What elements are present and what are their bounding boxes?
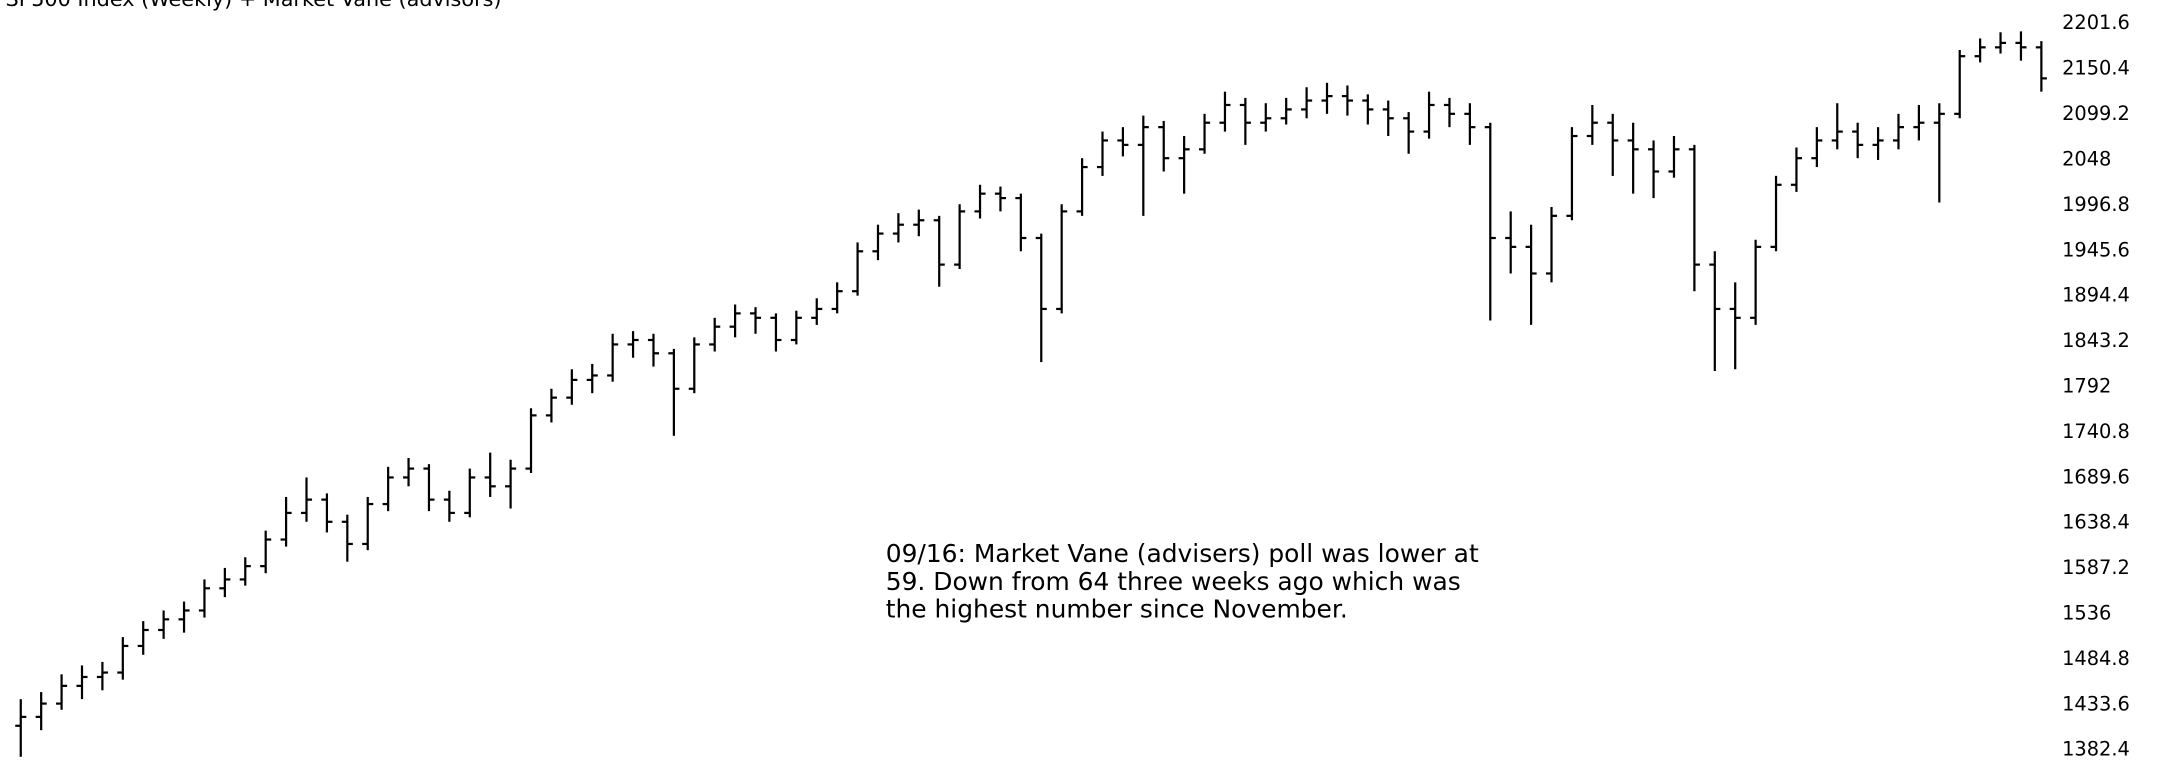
y-tick-label: 1587.2 — [2062, 556, 2130, 579]
y-tick-label: 1484.8 — [2062, 647, 2130, 670]
y-tick-label: 1894.4 — [2062, 284, 2130, 307]
y-tick-label: 1536 — [2062, 602, 2111, 625]
annotation: 59. Down from 64 three weeks ago which w… — [886, 567, 1461, 596]
y-tick-label: 1638.4 — [2062, 511, 2130, 534]
chart-title: SP500 Index (Weekly) + Market Vane (advi… — [6, 0, 502, 11]
y-tick-label: 1433.6 — [2062, 692, 2130, 715]
y-tick-label: 1843.2 — [2062, 329, 2130, 352]
y-tick-label: 2099.2 — [2062, 102, 2130, 125]
y-tick-label: 1689.6 — [2062, 465, 2130, 488]
y-tick-label: 2150.4 — [2062, 57, 2130, 80]
annotation: the highest number since November. — [886, 595, 1348, 624]
y-tick-label: 2048 — [2062, 147, 2111, 170]
annotation: 09/16: Market Vane (advisers) poll was l… — [886, 539, 1479, 568]
y-tick-label: 2201.6 — [2062, 11, 2130, 34]
y-tick-label: 1740.8 — [2062, 420, 2130, 443]
y-tick-label: 1382.4 — [2062, 738, 2130, 761]
y-tick-label: 1945.6 — [2062, 238, 2130, 261]
y-tick-label: 1792 — [2062, 374, 2111, 397]
y-tick-label: 1996.8 — [2062, 193, 2130, 216]
